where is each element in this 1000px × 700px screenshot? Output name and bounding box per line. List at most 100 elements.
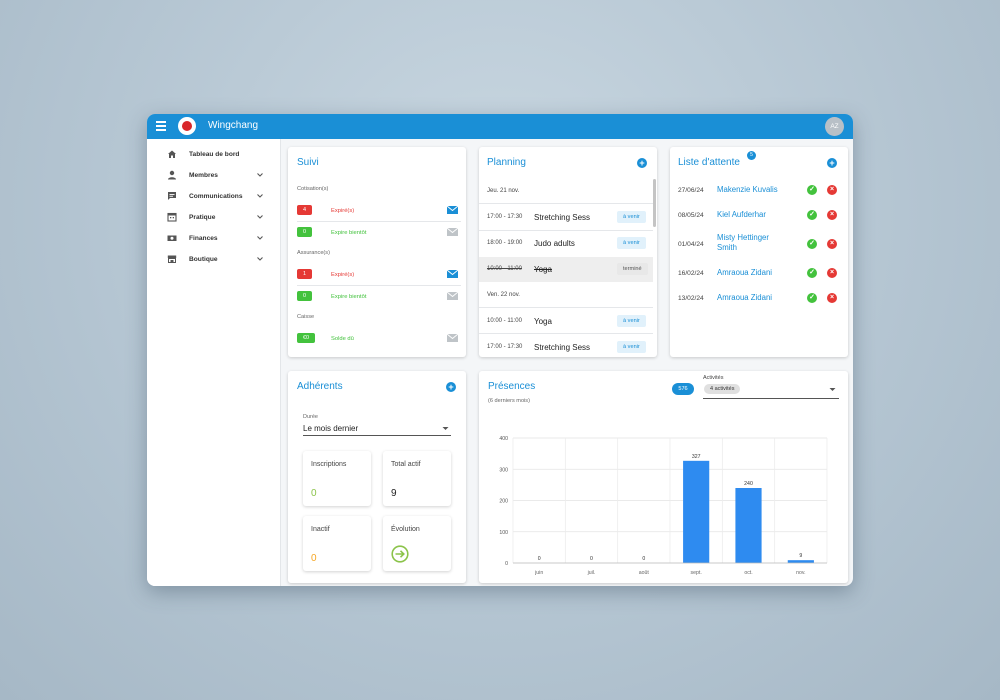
assurance-expired-label[interactable]: Expiré(s) — [331, 272, 355, 278]
presences-total-badge: 576 — [672, 383, 694, 395]
mail-icon[interactable] — [447, 270, 458, 278]
mail-icon — [447, 228, 458, 236]
session-status: à venir — [617, 237, 646, 249]
waitlist-date: 27/06/24 — [678, 187, 704, 194]
cotisation-expired-count: 4 — [297, 205, 312, 215]
bar — [683, 460, 710, 563]
session-name[interactable]: Yoga — [534, 317, 552, 326]
caisse-amount: €0 — [297, 333, 315, 343]
planning-day: Ven. 22 nov. — [487, 292, 520, 298]
stat-label: Inactif — [311, 526, 330, 533]
stat-label: Inscriptions — [311, 461, 347, 468]
stat-label: Évolution — [391, 526, 420, 533]
close-icon[interactable]: × — [827, 185, 837, 195]
store-icon — [167, 254, 177, 264]
close-icon[interactable]: × — [827, 268, 837, 278]
bar — [787, 560, 814, 563]
check-icon[interactable]: ✓ — [807, 185, 817, 195]
cotisation-soon-count: 0 — [297, 227, 312, 237]
sidebar-item-finances[interactable]: Finances — [167, 230, 267, 246]
sidebar-item-boutique[interactable]: Boutique — [167, 251, 267, 267]
check-icon[interactable]: ✓ — [807, 210, 817, 220]
add-waitlist-button[interactable]: + — [827, 158, 837, 168]
chevron-down-icon — [257, 194, 263, 198]
waitlist-date: 13/02/24 — [678, 295, 704, 302]
sidebar-item-membres[interactable]: Membres — [167, 167, 267, 183]
caisse-due-label[interactable]: Solde dû — [331, 336, 354, 342]
bar-value-label: 327 — [692, 454, 701, 460]
add-member-button[interactable]: + — [446, 382, 456, 392]
assurance-soon-label[interactable]: Expire bientôt — [331, 294, 367, 300]
sidebar-item-label: Finances — [189, 234, 218, 242]
dropdown-arrow-icon — [442, 427, 449, 430]
divider — [297, 285, 461, 286]
session-name[interactable]: Judo adults — [534, 239, 575, 248]
x-tick-label: oct. — [744, 570, 752, 576]
close-icon[interactable]: × — [827, 293, 837, 303]
cotisation-soon-label[interactable]: Expire bientôt — [331, 230, 367, 236]
activities-select[interactable]: 4 activités — [703, 382, 839, 399]
bar — [735, 488, 762, 563]
y-tick-label: 300 — [499, 467, 508, 473]
chevron-down-icon — [257, 173, 263, 177]
app-bar: Wingchang AZ — [147, 114, 853, 139]
check-icon[interactable]: ✓ — [807, 268, 817, 278]
waitlist-name-line2[interactable]: Smith — [717, 243, 737, 252]
arrow-right-circle-icon[interactable] — [391, 545, 409, 563]
y-tick-label: 400 — [499, 436, 508, 442]
stat-tile-inscriptions[interactable]: Inscriptions 0 — [303, 451, 371, 506]
x-tick-label: juin — [534, 570, 543, 576]
cotisation-expired-label[interactable]: Expiré(s) — [331, 208, 355, 214]
stat-tile-evolution[interactable]: Évolution — [383, 516, 451, 571]
waitlist-date: 01/04/24 — [678, 241, 704, 248]
x-tick-label: juil. — [587, 570, 596, 576]
sidebar-item-dashboard[interactable]: Tableau de bord — [167, 146, 267, 162]
home-icon — [167, 149, 177, 159]
session-time: 18:00 - 19:00 — [487, 240, 523, 246]
sidebar-item-label: Communications — [189, 192, 243, 200]
session-status: à venir — [617, 341, 646, 353]
waitlist-name[interactable]: Amraoua Zidani — [717, 293, 773, 302]
sidebar-item-pratique[interactable]: Pratique — [167, 209, 267, 225]
session-name[interactable]: Stretching Sess — [534, 343, 591, 352]
suivi-title: Suivi — [297, 157, 319, 168]
sidebar-item-label: Tableau de bord — [189, 150, 240, 158]
waitlist-name[interactable]: Kiel Aufderhar — [717, 210, 766, 219]
stat-tile-total-actif[interactable]: Total actif 9 — [383, 451, 451, 506]
waitlist-name[interactable]: Amraoua Zidani — [717, 268, 773, 277]
avatar[interactable]: AZ — [825, 117, 844, 136]
close-icon[interactable]: × — [827, 239, 837, 249]
waitlist-date: 08/05/24 — [678, 212, 704, 219]
caisse-label: Caisse — [297, 314, 315, 320]
check-icon[interactable]: ✓ — [807, 239, 817, 249]
suivi-card: Suivi Cotisation(s) 4 Expiré(s) 0 Expire… — [288, 147, 466, 357]
money-icon — [167, 233, 177, 243]
planning-title: Planning — [487, 157, 526, 168]
stat-tile-inactif[interactable]: Inactif 0 — [303, 516, 371, 571]
session-status: à venir — [617, 211, 646, 223]
mail-icon[interactable] — [447, 206, 458, 214]
session-name[interactable]: Yoga — [534, 265, 552, 274]
session-time: 17:00 - 17:30 — [487, 214, 523, 220]
assurance-label: Assurance(s) — [297, 250, 330, 256]
mail-icon — [447, 292, 458, 300]
sidebar-item-label: Membres — [189, 171, 218, 179]
divider — [479, 230, 653, 231]
activities-chip[interactable]: 4 activités — [704, 384, 741, 394]
person-icon — [167, 170, 177, 180]
y-tick-label: 100 — [499, 530, 508, 536]
x-tick-label: août — [639, 570, 650, 576]
waitlist-name[interactable]: Makenzie Kuvalis — [717, 185, 778, 194]
assurance-expired-count: 1 — [297, 269, 312, 279]
add-session-button[interactable]: + — [637, 158, 647, 168]
close-icon[interactable]: × — [827, 210, 837, 220]
check-icon[interactable]: ✓ — [807, 293, 817, 303]
duree-select[interactable]: Le mois dernier — [303, 422, 451, 436]
sidebar-item-communications[interactable]: Communications — [167, 188, 267, 204]
menu-icon[interactable] — [156, 121, 166, 132]
waitlist-name[interactable]: Misty Hettinger — [717, 233, 769, 242]
divider — [479, 203, 653, 204]
presences-subtitle: (6 derniers mois) — [488, 398, 530, 404]
session-name[interactable]: Stretching Sess — [534, 213, 591, 222]
scrollbar[interactable] — [653, 179, 656, 227]
